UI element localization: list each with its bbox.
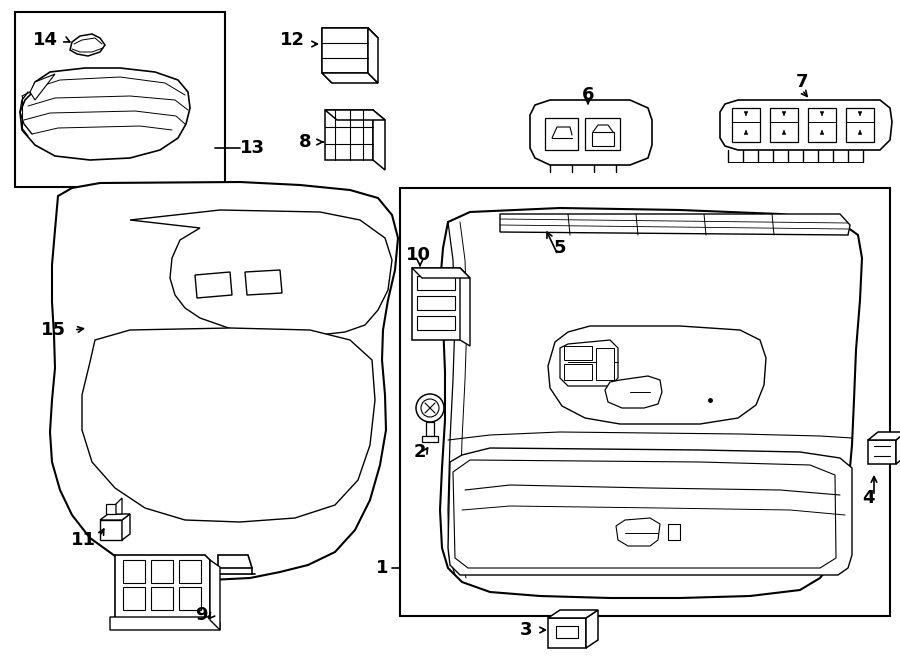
Polygon shape	[868, 440, 896, 464]
Polygon shape	[122, 514, 130, 540]
Polygon shape	[322, 28, 332, 83]
Text: 2: 2	[414, 443, 427, 461]
Polygon shape	[116, 498, 122, 514]
Polygon shape	[548, 326, 766, 424]
Polygon shape	[417, 276, 455, 290]
Polygon shape	[373, 110, 385, 170]
Text: 8: 8	[300, 133, 312, 151]
Bar	[400, 188, 890, 616]
Polygon shape	[560, 340, 618, 386]
Bar	[592, 132, 614, 146]
Polygon shape	[440, 208, 862, 598]
Polygon shape	[123, 560, 145, 583]
Text: 13: 13	[240, 139, 265, 157]
Polygon shape	[585, 118, 620, 150]
Text: 10: 10	[406, 246, 430, 264]
Polygon shape	[412, 268, 464, 340]
Polygon shape	[426, 422, 434, 436]
Text: 6: 6	[581, 86, 594, 104]
Polygon shape	[896, 432, 900, 464]
Text: 7: 7	[796, 73, 808, 91]
Polygon shape	[770, 108, 798, 142]
Polygon shape	[322, 28, 378, 38]
Polygon shape	[732, 108, 760, 142]
Polygon shape	[868, 432, 900, 440]
Polygon shape	[115, 555, 210, 620]
Polygon shape	[151, 587, 173, 610]
Polygon shape	[564, 364, 592, 380]
Polygon shape	[100, 514, 130, 520]
Polygon shape	[412, 268, 470, 278]
Polygon shape	[586, 610, 598, 648]
Polygon shape	[50, 182, 398, 580]
Polygon shape	[417, 316, 455, 330]
Polygon shape	[322, 28, 368, 73]
Polygon shape	[460, 268, 470, 346]
Polygon shape	[179, 560, 201, 583]
Polygon shape	[110, 617, 220, 630]
Text: 12: 12	[280, 31, 305, 49]
Polygon shape	[368, 28, 378, 83]
Polygon shape	[218, 555, 252, 568]
Text: 5: 5	[554, 239, 566, 257]
Polygon shape	[100, 520, 122, 540]
Text: 4: 4	[862, 489, 874, 507]
Polygon shape	[720, 100, 892, 150]
Polygon shape	[846, 108, 874, 142]
Polygon shape	[548, 610, 598, 618]
Polygon shape	[195, 272, 232, 298]
Polygon shape	[596, 348, 614, 380]
Text: 1: 1	[375, 559, 388, 577]
Polygon shape	[530, 100, 652, 165]
Polygon shape	[564, 346, 592, 360]
Polygon shape	[322, 73, 378, 83]
Polygon shape	[130, 210, 392, 336]
Polygon shape	[500, 214, 850, 235]
Polygon shape	[106, 504, 116, 514]
Text: 14: 14	[33, 31, 58, 49]
Polygon shape	[325, 110, 385, 120]
Polygon shape	[808, 108, 836, 142]
Polygon shape	[605, 376, 662, 408]
Polygon shape	[448, 448, 852, 575]
Polygon shape	[545, 118, 578, 150]
Bar	[15, 12, 225, 187]
Polygon shape	[325, 110, 373, 160]
Polygon shape	[123, 587, 145, 610]
Polygon shape	[245, 270, 282, 295]
Polygon shape	[210, 560, 220, 630]
Text: 3: 3	[519, 621, 532, 639]
Text: 9: 9	[195, 606, 208, 624]
Polygon shape	[548, 618, 586, 648]
Polygon shape	[151, 560, 173, 583]
Polygon shape	[322, 28, 378, 38]
Polygon shape	[422, 436, 438, 442]
Text: 15: 15	[41, 321, 66, 339]
Polygon shape	[20, 68, 190, 160]
Polygon shape	[82, 328, 375, 522]
Polygon shape	[616, 518, 660, 546]
Polygon shape	[70, 34, 105, 56]
Polygon shape	[179, 587, 201, 610]
Polygon shape	[417, 296, 455, 310]
Polygon shape	[453, 460, 836, 568]
Polygon shape	[30, 74, 55, 100]
Text: 11: 11	[71, 531, 96, 549]
